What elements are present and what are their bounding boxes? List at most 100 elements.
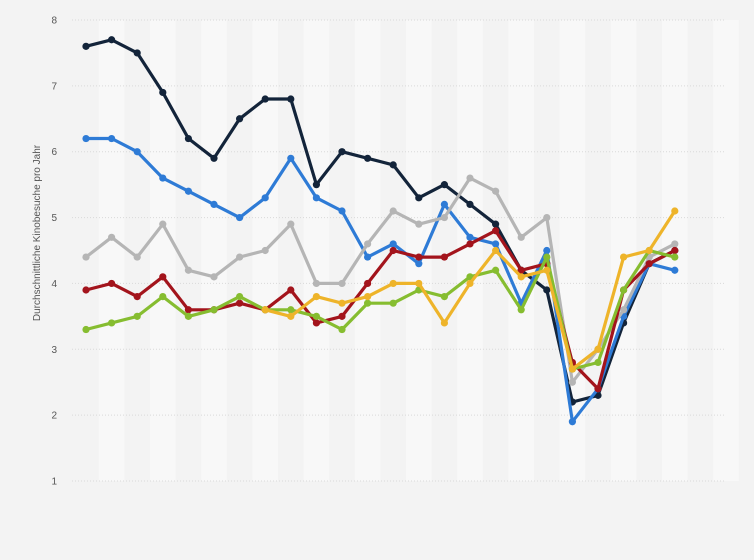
data-point — [517, 273, 525, 281]
data-point — [184, 187, 192, 195]
data-point — [364, 154, 372, 162]
column-band — [354, 20, 381, 481]
data-point — [312, 194, 320, 202]
data-point — [184, 306, 192, 314]
data-point — [338, 148, 346, 156]
y-axis-ticks: 1 2 3 4 5 6 7 8 — [51, 16, 57, 488]
data-point — [440, 253, 448, 261]
data-point — [440, 181, 448, 189]
data-point — [287, 312, 295, 320]
data-point — [338, 299, 346, 307]
data-point — [568, 418, 577, 426]
data-point — [338, 207, 346, 215]
data-point — [159, 174, 167, 182]
data-point — [364, 240, 372, 248]
data-point — [492, 240, 500, 248]
data-point — [492, 187, 500, 195]
data-point — [338, 279, 346, 288]
data-point — [108, 134, 116, 143]
data-point — [671, 246, 679, 255]
data-point — [389, 207, 397, 215]
data-point — [287, 306, 295, 314]
y-tick-label: 7 — [51, 81, 57, 92]
data-point — [671, 240, 679, 248]
data-point — [287, 95, 295, 103]
data-point — [594, 345, 602, 353]
data-point — [415, 279, 423, 288]
y-tick-label: 2 — [51, 411, 57, 422]
data-point — [466, 174, 474, 182]
data-point — [159, 88, 167, 97]
data-point — [82, 253, 90, 261]
data-point — [645, 260, 653, 268]
data-point — [389, 299, 397, 307]
data-point — [261, 306, 269, 314]
column-band — [457, 20, 483, 481]
data-point — [312, 312, 320, 320]
data-point — [645, 246, 653, 255]
y-tick-label: 6 — [51, 147, 57, 158]
data-point — [133, 49, 141, 57]
data-point — [543, 246, 551, 255]
y-tick-label: 4 — [51, 279, 57, 290]
data-point — [82, 325, 90, 334]
data-point — [261, 246, 269, 255]
data-point — [568, 378, 577, 386]
data-point — [389, 161, 397, 169]
series-line — [84, 38, 677, 404]
data-point — [133, 253, 141, 261]
data-point — [236, 299, 244, 307]
data-point — [364, 293, 372, 301]
data-point — [671, 253, 679, 261]
data-point — [108, 319, 116, 327]
data-point — [620, 253, 628, 261]
series-line — [84, 248, 677, 371]
data-point — [82, 42, 90, 50]
data-point — [82, 286, 90, 294]
data-point — [517, 266, 525, 274]
column-band — [713, 20, 739, 481]
column-band — [98, 20, 125, 481]
data-point — [492, 227, 500, 235]
data-point — [261, 194, 269, 202]
data-point — [492, 220, 500, 228]
series-3 — [82, 174, 679, 386]
data-point — [620, 286, 628, 294]
data-point — [312, 279, 320, 288]
gridlines — [72, 19, 725, 482]
data-point — [620, 306, 628, 314]
data-point — [261, 95, 269, 103]
data-point — [236, 115, 244, 123]
y-axis-label: Durchschnittliche Kinobesuche pro Jahr — [32, 144, 43, 321]
data-point — [415, 260, 423, 268]
data-point — [287, 154, 295, 162]
data-point — [389, 246, 397, 255]
data-point — [312, 181, 320, 189]
data-point — [543, 286, 551, 294]
data-point — [236, 213, 244, 222]
data-point — [108, 279, 116, 288]
data-point — [312, 293, 320, 301]
data-point — [594, 385, 602, 393]
data-point — [415, 253, 423, 261]
data-point — [159, 293, 167, 301]
data-point — [594, 358, 602, 367]
data-point — [671, 207, 679, 215]
data-point — [364, 279, 372, 288]
data-point — [210, 200, 218, 208]
data-point — [108, 36, 116, 44]
data-point — [517, 306, 525, 314]
data-point — [287, 220, 295, 228]
data-point — [671, 266, 679, 274]
data-point — [415, 194, 423, 202]
y-tick-label: 8 — [51, 16, 57, 27]
data-point — [466, 200, 474, 208]
data-point — [543, 213, 551, 222]
data-point — [312, 319, 320, 327]
column-band — [508, 20, 534, 481]
data-point — [389, 240, 397, 248]
data-point — [133, 293, 141, 301]
data-point — [543, 253, 551, 261]
data-point — [82, 134, 90, 143]
